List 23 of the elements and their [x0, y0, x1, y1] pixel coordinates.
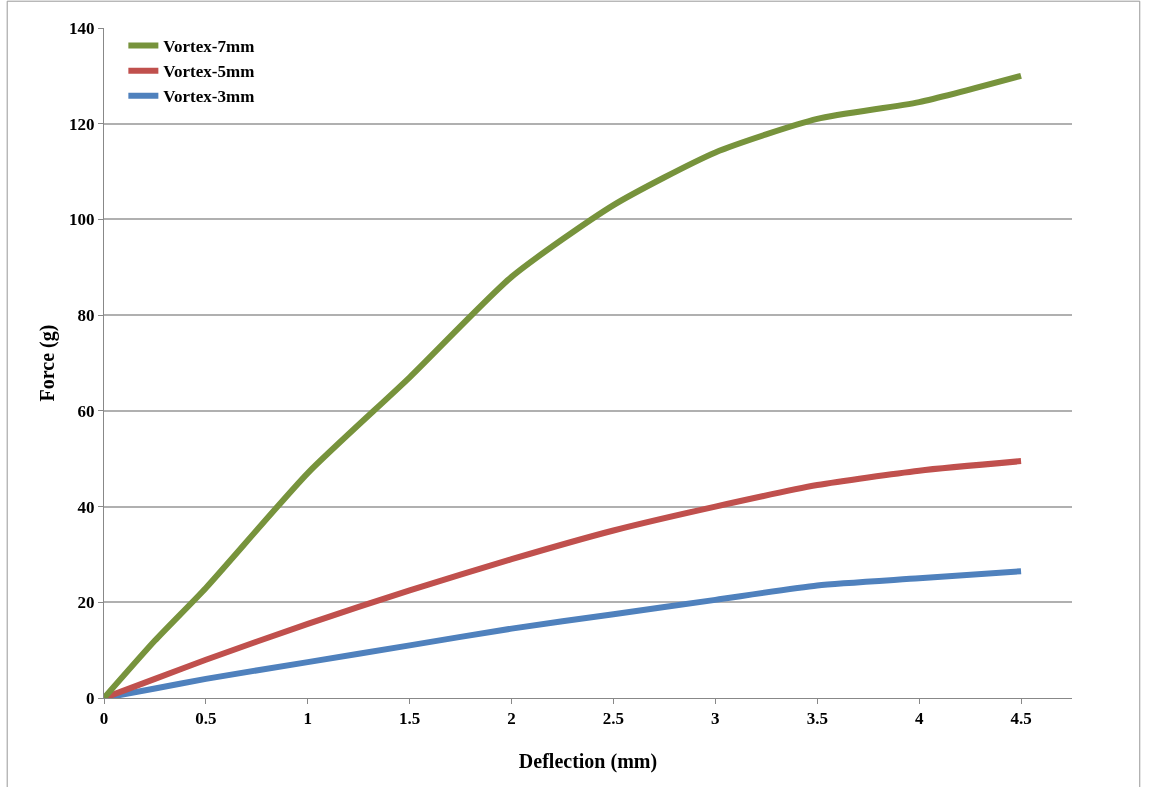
y-tick-label: 40 — [77, 497, 95, 517]
x-tick-label: 0.5 — [195, 709, 217, 729]
x-tick-label: 3.5 — [806, 709, 828, 729]
y-tick-label: 100 — [69, 210, 95, 230]
y-tick-label: 120 — [69, 114, 95, 134]
x-tick-label: 2.5 — [602, 709, 625, 729]
x-tick-label: 2 — [507, 709, 516, 729]
y-axis-title: Force (g) — [36, 324, 59, 402]
legend-label: Vortex-5mm — [163, 62, 255, 82]
x-axis-title: Deflection (mm) — [518, 750, 658, 773]
x-tick-label: 4.5 — [1010, 709, 1032, 729]
x-tick-label: 0 — [99, 709, 109, 729]
y-tick-label: 80 — [77, 306, 95, 326]
y-tick-label: 20 — [77, 593, 95, 613]
y-tick-label: 140 — [69, 18, 95, 38]
y-tick-label: 60 — [77, 401, 95, 421]
x-tick-label: 4 — [914, 709, 924, 729]
x-tick-label: 1.5 — [399, 709, 421, 729]
legend-label: Vortex-7mm — [163, 37, 255, 57]
legend-label: Vortex-3mm — [163, 87, 255, 107]
x-tick-label: 3 — [711, 709, 720, 729]
y-tick-label: 0 — [86, 688, 95, 708]
x-tick-label: 1 — [303, 709, 313, 729]
